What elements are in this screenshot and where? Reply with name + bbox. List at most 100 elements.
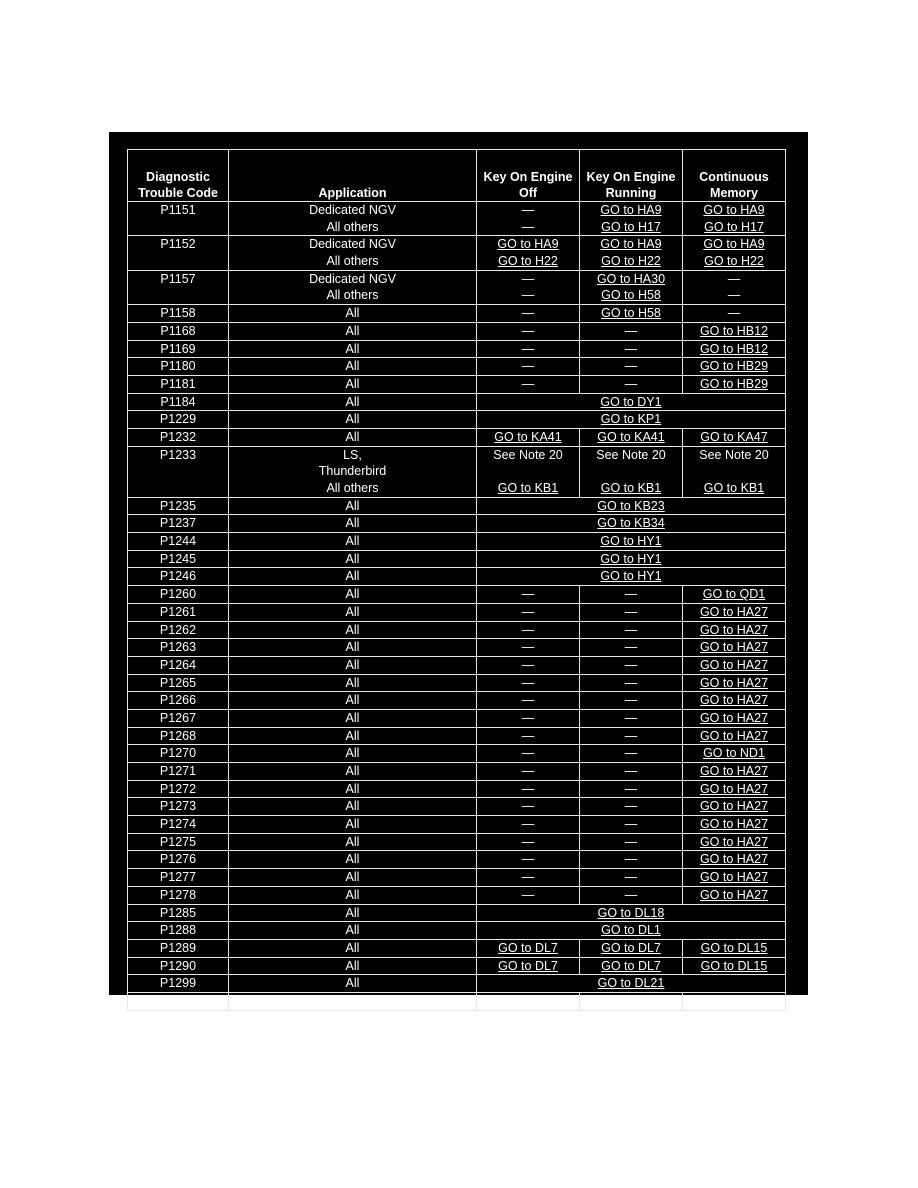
procedure-link[interactable]: GO to H22 (601, 254, 661, 269)
table-row: P1278 All — — GO to HA27 (127, 885, 786, 905)
procedure-link[interactable]: GO to HA27 (699, 817, 769, 832)
cell-text: P1267 (159, 710, 197, 725)
procedure-link[interactable]: GO to HY1 (600, 569, 662, 584)
koer-cell: — (579, 762, 683, 781)
procedure-link[interactable]: GO to HA27 (699, 764, 769, 778)
procedure-link[interactable]: GO to KB1 (600, 481, 662, 495)
procedure-link[interactable]: GO to DL15 (700, 940, 768, 955)
continuous-memory-cell: GO to HA27 (682, 832, 786, 852)
cell-text: All (345, 976, 360, 991)
procedure-link[interactable]: GO to HA27 (699, 887, 769, 902)
procedure-link[interactable]: GO to HB29 (699, 376, 769, 391)
procedure-link[interactable]: GO to QD1 (702, 587, 766, 602)
procedure-link[interactable]: GO to HA9 (600, 237, 662, 252)
procedure-link[interactable]: GO to KB1 (703, 481, 765, 495)
procedure-link[interactable]: GO to H17 (704, 219, 764, 234)
procedure-link[interactable]: GO to HA9 (703, 203, 765, 217)
procedure-link[interactable]: GO to H22 (498, 254, 558, 269)
cell-text: P1229 (159, 412, 197, 427)
procedure-link[interactable]: GO to DL7 (601, 940, 661, 955)
procedure-link[interactable]: GO to HA27 (699, 675, 769, 690)
procedure-link[interactable]: GO to KB34 (597, 516, 665, 531)
procedure-link[interactable]: GO to DL15 (700, 958, 768, 973)
procedure-link[interactable]: GO to HA27 (699, 657, 769, 672)
procedure-link[interactable]: GO to HA27 (699, 693, 769, 708)
application: All (228, 726, 477, 746)
application: All (228, 991, 477, 1011)
cell-text: P1168 (160, 323, 196, 338)
application: Dedicated NGV All others (228, 235, 477, 271)
cell-text: — (727, 271, 741, 286)
koer-cell: GO to HA9 GO to H22 (579, 235, 683, 271)
procedure-link[interactable]: GO to KP1 (600, 412, 662, 427)
procedure-link[interactable]: GO to HA9 (497, 237, 559, 252)
koer-cell: — (579, 357, 683, 376)
continuous-memory-cell: GO to HA27 (682, 620, 786, 640)
cell-text: — (521, 746, 535, 761)
cell-text: P1264 (159, 657, 197, 672)
koer-cell: See Note 20 GO to KB1 (579, 445, 683, 498)
table-row: P1181 All — — GO to HB29 (127, 374, 786, 394)
procedure-link[interactable]: GO to HA27 (699, 604, 769, 619)
procedure-link[interactable]: GO to H58 (601, 288, 661, 303)
application: All (228, 655, 477, 675)
procedure-link[interactable]: GO to HY1 (600, 551, 662, 566)
application: All (228, 339, 477, 359)
cell-text: P1169 (160, 341, 196, 356)
koer-cell: GO to KA41 (579, 427, 683, 447)
cell-text: All (345, 746, 360, 761)
koer-cell: — (579, 885, 683, 905)
procedure-link[interactable]: GO to KB23 (597, 498, 665, 513)
koer-cell: — (579, 655, 683, 675)
cell-text: — (624, 834, 638, 849)
table-row: P1266 All — — GO to HA27 (127, 691, 786, 710)
procedure-link[interactable]: GO to DL7 (601, 958, 661, 973)
cell-text: See Note 20 (699, 447, 769, 462)
procedure-link[interactable]: GO to HA27 (699, 728, 769, 743)
procedure-link[interactable]: GO to KA41 (597, 429, 665, 444)
procedure-link[interactable]: GO to HY1 (600, 534, 662, 549)
procedure-link[interactable]: GO to DL1 (601, 923, 661, 938)
procedure-link[interactable]: GO to DL21 (597, 976, 665, 991)
procedure-link[interactable]: GO to HD23 (699, 993, 769, 1008)
cell-text: All (345, 817, 360, 832)
procedure-link[interactable]: GO to HA27 (699, 852, 769, 867)
procedure-link[interactable]: GO to HA27 (699, 834, 769, 849)
dtc-code: P1274 (127, 815, 229, 834)
procedure-link[interactable]: GO to DL18 (597, 905, 665, 920)
procedure-all-modes: GO to DY1 (476, 392, 786, 412)
cell-text: P1235 (159, 498, 197, 513)
procedure-link[interactable]: GO to H17 (601, 219, 661, 234)
table-row: P1270 All — — GO to ND1 (127, 744, 786, 763)
procedure-link[interactable]: GO to HA27 (699, 799, 769, 814)
procedure-link[interactable]: GO to HA9 (600, 203, 662, 217)
procedure-link[interactable]: GO to HA27 (699, 622, 769, 637)
procedure-link[interactable]: GO to ND1 (703, 746, 765, 761)
cell-text: P1270 (159, 746, 197, 761)
procedure-link[interactable]: GO to HB29 (699, 359, 769, 374)
procedure-link[interactable]: GO to DY1 (600, 394, 662, 409)
procedure-link[interactable]: GO to HA27 (699, 870, 769, 885)
procedure-link[interactable]: GO to KA47 (700, 429, 768, 444)
procedure-link[interactable]: GO to HA30 (596, 271, 666, 286)
procedure-link[interactable]: GO to HA27 (699, 781, 769, 796)
table-row: P1268 All — — GO to HA27 (127, 726, 786, 746)
procedure-link[interactable]: GO to KB1 (497, 481, 559, 495)
procedure-link[interactable]: GO to HA27 (699, 640, 769, 655)
cell-text: — (521, 764, 535, 778)
procedure-link[interactable]: GO to H22 (704, 254, 764, 269)
continuous-memory-cell: — (682, 304, 786, 323)
koeo-cell: — (476, 832, 580, 852)
procedure-link[interactable]: GO to DL7 (498, 940, 558, 955)
procedure-link[interactable]: GO to DL7 (498, 958, 558, 973)
cell-text: All (345, 359, 360, 374)
table-row: P1151 Dedicated NGV All others — — GO to HA9 G… (127, 200, 786, 237)
procedure-link[interactable]: GO to H58 (601, 306, 661, 321)
procedure-link[interactable]: GO to HB12 (699, 323, 769, 338)
procedure-link[interactable]: GO to KA41 (494, 429, 562, 444)
dtc-code: P1288 (127, 921, 229, 940)
procedure-link[interactable]: GO to HA9 (703, 237, 765, 252)
procedure-link[interactable]: GO to HB12 (699, 341, 769, 356)
procedure-link[interactable]: GO to HA27 (699, 710, 769, 725)
cell-text: All (345, 940, 360, 955)
